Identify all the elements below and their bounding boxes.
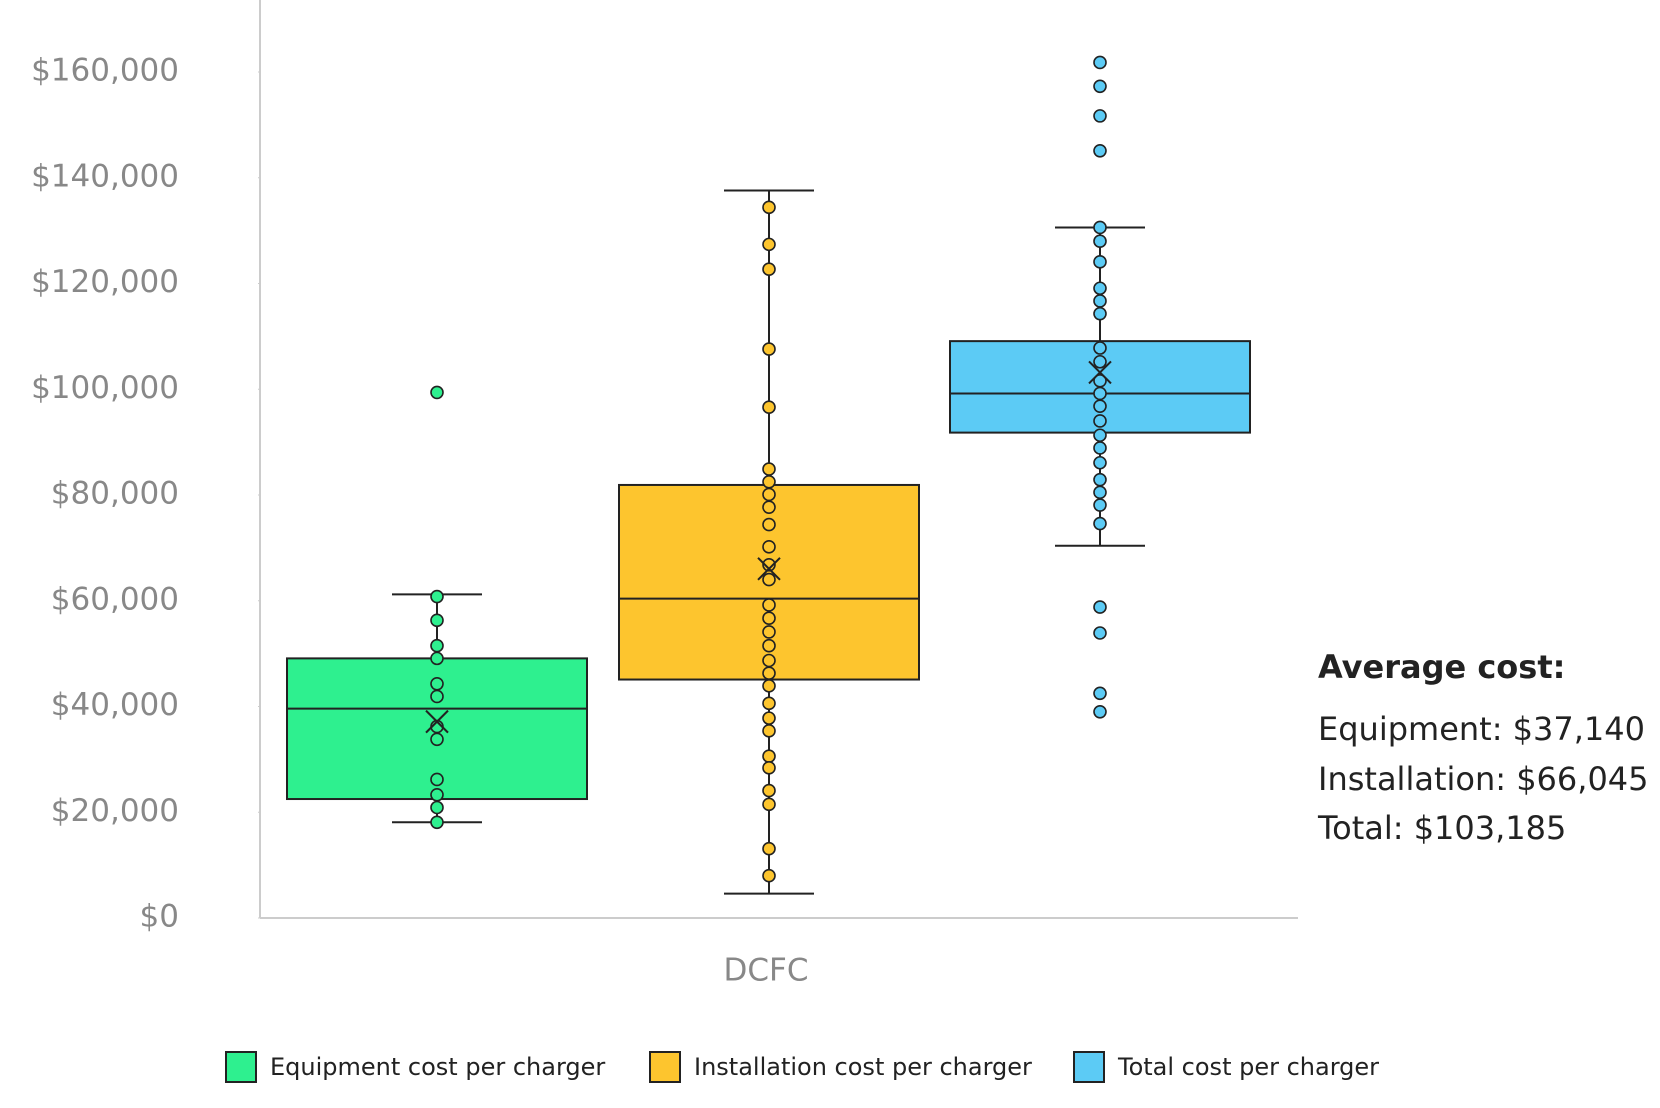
data-point (762, 557, 776, 572)
data-point (762, 500, 776, 514)
data-point (1093, 472, 1107, 487)
data-point (762, 462, 776, 476)
y-tick-label: $0 (140, 899, 179, 935)
data-point (762, 711, 776, 725)
annotation: Average cost: (1318, 648, 1565, 686)
y-tick-label: $40,000 (51, 687, 179, 723)
data-point (1093, 386, 1107, 401)
annotation: Total: $103,185 (1317, 809, 1566, 847)
data-point (762, 666, 776, 680)
data-point (430, 589, 444, 604)
y-tick-label: $140,000 (31, 158, 179, 194)
annotation: Equipment: $37,140 (1318, 710, 1645, 748)
legend-swatch (1073, 1051, 1105, 1083)
data-point (762, 625, 776, 639)
data-point (762, 653, 776, 668)
data-point (1093, 255, 1107, 269)
y-tick-label: $160,000 (31, 53, 179, 89)
data-point (1093, 516, 1107, 531)
data-point (762, 679, 776, 693)
legend-label: Total cost per charger (1117, 1053, 1379, 1081)
data-point (430, 676, 444, 691)
data-point (762, 638, 776, 653)
data-point (762, 724, 776, 738)
data-point (762, 237, 776, 252)
data-point (430, 788, 444, 802)
data-point (1093, 441, 1107, 455)
data-point (1093, 414, 1107, 428)
data-point (762, 598, 776, 612)
data-point (1093, 306, 1107, 321)
data-point (762, 696, 776, 711)
data-point (762, 517, 776, 532)
y-tick-label: $60,000 (51, 581, 179, 617)
data-point (1093, 143, 1107, 158)
data-point (1093, 428, 1107, 443)
data-point (762, 342, 776, 356)
data-point (1093, 79, 1107, 94)
data-point (1093, 399, 1107, 413)
data-point (430, 638, 444, 653)
data-point (1093, 455, 1107, 470)
data-point (762, 868, 776, 883)
y-tick-label: $100,000 (31, 370, 179, 406)
data-point (762, 487, 776, 502)
data-point (1093, 109, 1107, 123)
x-tick-label: DCFC (724, 953, 809, 989)
data-point (1093, 354, 1107, 369)
legend-label: Installation cost per charger (694, 1053, 1032, 1081)
data-point (762, 749, 776, 764)
data-point (762, 797, 776, 812)
data-point (1093, 626, 1107, 640)
data-point (1093, 234, 1107, 248)
y-tick-label: $120,000 (31, 264, 179, 300)
data-point (430, 613, 444, 628)
data-point (762, 841, 776, 856)
mean-marker (1088, 360, 1112, 385)
y-tick-label: $20,000 (51, 793, 179, 829)
data-point (430, 772, 444, 787)
data-point (762, 262, 776, 277)
y-tick-label: $80,000 (51, 476, 179, 512)
legend-swatch (649, 1051, 681, 1083)
annotation: Installation: $66,045 (1318, 760, 1649, 798)
data-point (762, 400, 776, 415)
data-point (1093, 600, 1107, 614)
data-point (762, 611, 776, 625)
data-point (1093, 341, 1107, 355)
data-point (762, 474, 776, 489)
data-point (1093, 294, 1107, 308)
data-point (1093, 498, 1107, 512)
mean-marker (425, 709, 449, 734)
data-point (430, 732, 444, 747)
data-point (1093, 281, 1107, 296)
mean-marker (757, 557, 781, 581)
legend-label: Equipment cost per charger (270, 1053, 605, 1081)
data-point (762, 761, 776, 775)
legend-swatch (225, 1051, 257, 1083)
data-point (1093, 220, 1107, 235)
data-point (762, 540, 776, 554)
data-point (1093, 704, 1107, 719)
data-point (762, 783, 776, 798)
data-point (1093, 485, 1107, 500)
data-point (430, 815, 444, 830)
data-point (1093, 55, 1107, 70)
data-point (762, 572, 776, 587)
data-point (762, 200, 776, 215)
data-point (430, 800, 444, 815)
data-point (430, 651, 444, 666)
data-point (1093, 686, 1107, 701)
data-point (430, 385, 444, 400)
data-point (430, 689, 444, 704)
